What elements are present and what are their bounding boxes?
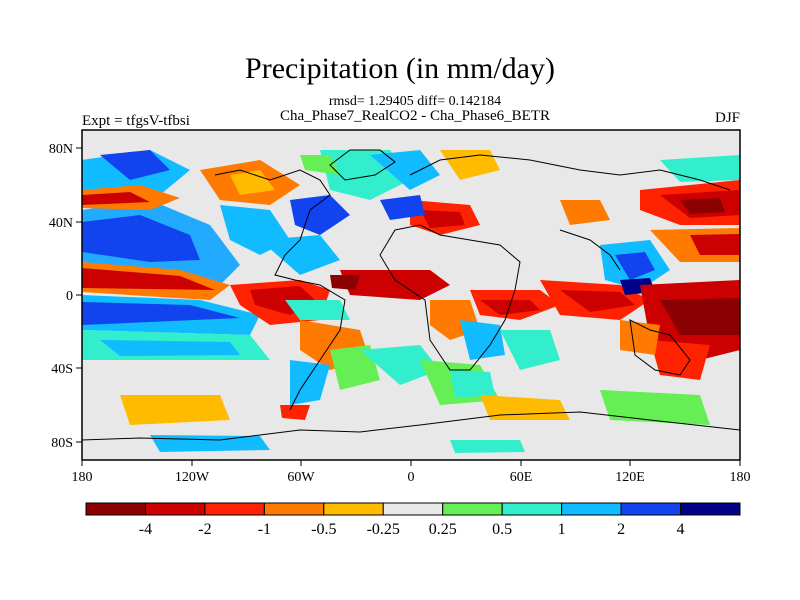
- map-field: [82, 130, 740, 460]
- colorbar-swatch: [323, 502, 384, 516]
- colorbar-swatch: [263, 502, 325, 516]
- y-axis-labels: 80N 40N 0 40S 80S: [49, 142, 73, 451]
- colorbar-label: -1: [258, 521, 271, 538]
- x-axis-labels: 180 120W 60W 0 60E 120E 180: [72, 470, 751, 485]
- y-tick-label: 40S: [51, 362, 73, 377]
- colorbar-swatch: [442, 502, 503, 516]
- colorbar-swatch: [204, 502, 265, 516]
- colorbar-label: 0.5: [492, 521, 512, 538]
- x-tick-label: 120W: [175, 470, 210, 485]
- x-tick-label: 180: [72, 470, 93, 485]
- colorbar-label: 4: [677, 521, 685, 538]
- colorbar-label: 0.25: [429, 521, 457, 538]
- y-tick-label: 80N: [49, 142, 73, 157]
- colorbar: [85, 502, 741, 516]
- x-tick-label: 60W: [287, 470, 315, 485]
- x-tick-label: 180: [730, 470, 751, 485]
- y-tick-label: 0: [66, 289, 73, 304]
- colorbar-swatch: [85, 502, 146, 516]
- colorbar-swatch: [501, 502, 563, 516]
- colorbar-label: -2: [198, 521, 211, 538]
- y-tick-label: 40N: [49, 216, 73, 231]
- colorbar-swatch: [382, 502, 444, 516]
- colorbar-swatch: [680, 502, 741, 516]
- x-tick-label: 0: [408, 470, 415, 485]
- colorbar-label: 1: [558, 521, 566, 538]
- colorbar-label: -0.5: [311, 521, 336, 538]
- figure-title: Precipitation (in mm/day): [245, 52, 555, 85]
- colorbar-swatch: [144, 502, 206, 516]
- colorbar-swatch: [620, 502, 682, 516]
- y-tick-label: 80S: [51, 436, 73, 451]
- experiment-name: Cha_Phase7_RealCO2 - Cha_Phase6_BETR: [280, 108, 550, 124]
- colorbar-label: -4: [139, 521, 152, 538]
- colorbar-label: 2: [617, 521, 625, 538]
- stats-line: rmsd= 1.29405 diff= 0.142184: [328, 94, 502, 109]
- colorbar-labels: -4 -2 -1 -0.5 -0.25 0.25 0.5 1 2 4: [139, 521, 685, 538]
- colorbar-label: -0.25: [367, 521, 400, 538]
- expt-label: Expt = tfgsV-tfbsi: [82, 113, 190, 129]
- colorbar-swatch: [561, 502, 622, 516]
- tick-marks: [76, 147, 741, 466]
- x-tick-label: 120E: [615, 470, 645, 485]
- season-label: DJF: [714, 110, 740, 126]
- x-tick-label: 60E: [510, 470, 533, 485]
